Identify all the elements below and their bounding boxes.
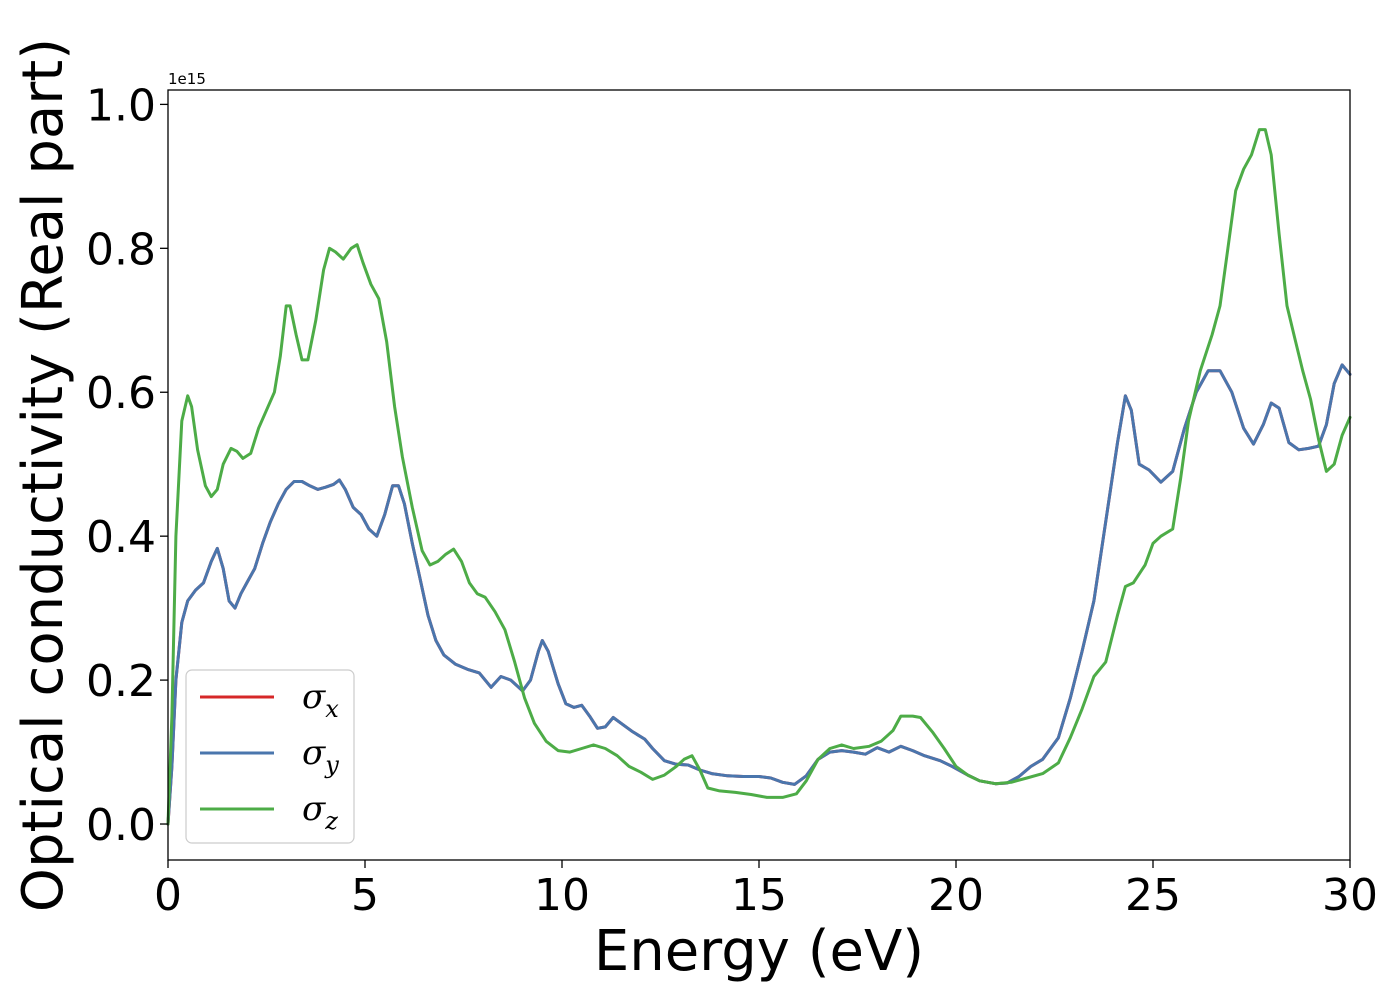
series-line-sigma-z	[166, 128, 1352, 826]
y-tick-label: 1.0	[86, 80, 156, 131]
x-axis-title: Energy (eV)	[594, 919, 924, 984]
y-tick-label: 0.2	[86, 656, 156, 707]
x-axis-ticks: 0 5 10 15 20 25 30	[154, 860, 1378, 921]
series-layer	[166, 128, 1352, 826]
y-offset-label: 1e15	[168, 70, 206, 88]
x-tick-label: 30	[1322, 870, 1378, 921]
x-tick-label: 20	[928, 870, 984, 921]
series-line-sigma-y	[166, 363, 1352, 826]
y-tick-label: 0.0	[86, 800, 156, 851]
x-tick-label: 0	[154, 870, 182, 921]
x-tick-label: 25	[1125, 870, 1181, 921]
y-tick-label: 0.4	[86, 512, 156, 563]
y-axis-title: Optical conductivity (Real part)	[11, 38, 76, 912]
legend-box	[185, 669, 355, 844]
x-tick-label: 10	[534, 870, 590, 921]
x-tick-label: 5	[351, 870, 379, 921]
x-tick-label: 15	[731, 870, 787, 921]
y-tick-label: 0.6	[86, 368, 156, 419]
y-axis-ticks: 0.0 0.2 0.4 0.6 0.8 1.0	[86, 80, 168, 851]
y-tick-label: 0.8	[86, 224, 156, 275]
